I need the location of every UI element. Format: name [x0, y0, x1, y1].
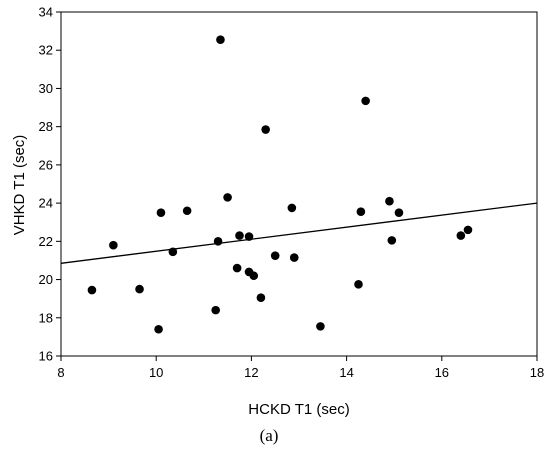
y-tick-label: 32	[39, 43, 53, 58]
data-point	[287, 203, 297, 213]
x-tick-label: 10	[149, 365, 163, 380]
data-point	[385, 196, 394, 206]
data-point	[463, 225, 473, 235]
figure-caption: (a)	[260, 426, 279, 445]
data-point	[361, 96, 370, 106]
data-point	[256, 293, 266, 303]
x-tick-label: 8	[57, 365, 64, 380]
data-point	[249, 271, 259, 281]
data-point	[182, 206, 192, 216]
data-point	[316, 322, 325, 331]
trendline	[60, 202, 538, 264]
data-point	[394, 208, 404, 217]
y-tick-label: 22	[39, 234, 53, 249]
data-point	[213, 237, 223, 246]
y-axis-label: VHKD T1 (sec)	[11, 135, 28, 236]
x-axis-label: HCKD T1 (sec)	[248, 401, 349, 418]
y-tick-label: 26	[39, 157, 53, 172]
data-point	[156, 208, 166, 217]
y-tick-label: 20	[39, 272, 53, 287]
x-tick-label: 14	[339, 365, 353, 380]
data-point	[235, 231, 244, 240]
y-tick-label: 24	[39, 196, 53, 211]
data-point	[109, 240, 118, 250]
y-tick-label: 28	[39, 119, 53, 134]
plot-frame	[60, 11, 538, 357]
trendline-group	[60, 202, 538, 264]
data-point	[456, 231, 466, 240]
data-point	[154, 324, 163, 334]
data-point	[387, 236, 397, 245]
data-point	[289, 253, 299, 262]
x-tick-label: 16	[435, 365, 449, 380]
data-point	[244, 232, 254, 241]
data-points	[87, 35, 473, 334]
axes: 8 10 12 14 16 18 16 18 20 22 24 26 28 30 32 34	[39, 5, 545, 381]
y-tick-label: 30	[39, 81, 53, 96]
data-point	[168, 247, 178, 257]
x-tick-label: 18	[530, 365, 544, 380]
data-point	[211, 305, 220, 315]
data-point	[223, 193, 232, 202]
data-point	[354, 280, 363, 289]
data-point	[87, 285, 97, 295]
data-point	[261, 125, 270, 134]
data-point	[270, 251, 280, 260]
x-tick-label: 12	[244, 365, 258, 380]
data-point	[135, 284, 144, 294]
y-tick-label: 16	[39, 349, 53, 364]
y-tick-label: 18	[39, 310, 53, 325]
y-tick-label: 34	[39, 5, 53, 20]
data-point	[232, 263, 242, 273]
data-point	[356, 207, 366, 217]
data-point	[216, 35, 225, 45]
